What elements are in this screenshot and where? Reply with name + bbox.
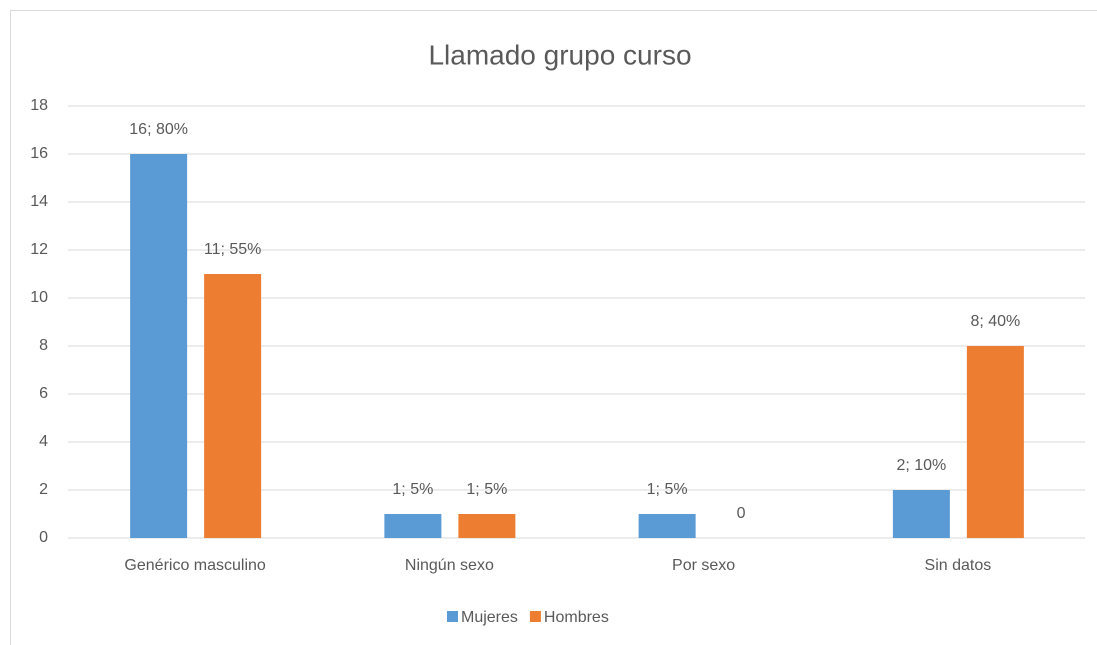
value-label: 1; 5% bbox=[647, 481, 688, 498]
y-tick-label: 16 bbox=[30, 145, 48, 162]
bar bbox=[966, 346, 1024, 538]
y-tick-label: 18 bbox=[30, 97, 48, 114]
y-tick-label: 6 bbox=[39, 385, 48, 402]
legend-swatch bbox=[529, 611, 541, 622]
legend-label: Hombres bbox=[544, 609, 609, 626]
bar bbox=[458, 514, 516, 538]
value-label: 2; 10% bbox=[896, 457, 946, 474]
bar bbox=[638, 514, 696, 538]
y-tick-label: 10 bbox=[30, 289, 48, 306]
bar bbox=[130, 154, 188, 538]
y-tick-label: 8 bbox=[39, 337, 48, 354]
bar bbox=[204, 274, 262, 538]
value-label: 11; 55% bbox=[204, 241, 262, 258]
value-label: 16; 80% bbox=[129, 121, 188, 138]
x-tick-label: Ningún sexo bbox=[405, 557, 494, 574]
bar bbox=[384, 514, 442, 538]
value-label: 8; 40% bbox=[970, 313, 1020, 330]
x-tick-label: Sin datos bbox=[925, 557, 992, 574]
value-label: 1; 5% bbox=[466, 481, 507, 498]
x-tick-label: Genérico masculino bbox=[124, 557, 266, 574]
bar bbox=[892, 490, 950, 538]
chart-frame bbox=[10, 10, 1097, 645]
x-tick-label: Por sexo bbox=[672, 557, 735, 574]
legend-swatch bbox=[447, 611, 458, 622]
y-tick-label: 2 bbox=[39, 481, 48, 498]
y-tick-label: 0 bbox=[39, 529, 48, 546]
y-tick-label: 4 bbox=[39, 433, 48, 450]
y-tick-label: 14 bbox=[30, 193, 48, 210]
value-label: 1; 5% bbox=[392, 481, 433, 498]
y-tick-label: 12 bbox=[30, 241, 48, 258]
value-label: 0 bbox=[737, 505, 746, 522]
legend-label: Mujeres bbox=[461, 609, 518, 626]
chart-title: Llamado grupo curso bbox=[428, 39, 691, 70]
